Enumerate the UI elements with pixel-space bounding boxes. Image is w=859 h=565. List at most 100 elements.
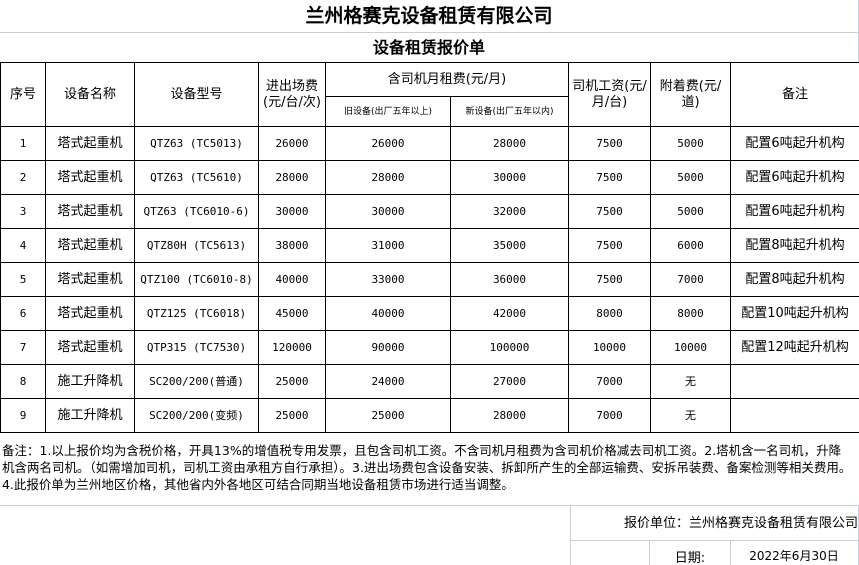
cell-attach-fee: 5000	[650, 160, 731, 195]
cell-seq: 5	[0, 262, 46, 297]
cell-seq: 9	[0, 398, 46, 433]
cell-name: 塔式起重机	[45, 330, 135, 365]
cell-attach-fee: 6000	[650, 228, 731, 263]
cell-new-rent: 32000	[450, 194, 569, 229]
cell-entry-fee: 26000	[258, 126, 326, 161]
cell-name: 塔式起重机	[45, 262, 135, 297]
cell-driver-wage: 7000	[568, 398, 651, 433]
cell-new-rent: 35000	[450, 228, 569, 263]
cell-entry-fee: 38000	[258, 228, 326, 263]
table-row: 4 塔式起重机 QTZ80H (TC5613) 38000 31000 35000 7500…	[0, 228, 859, 263]
table-row: 7 塔式起重机 QTP315 (TC7530) 120000 90000 100000 10…	[0, 330, 859, 365]
cell-remark: 配置10吨起升机构	[730, 296, 859, 331]
cell-model: QTZ63 (TC5610)	[134, 160, 259, 195]
cell-model: QTZ63 (TC5013)	[134, 126, 259, 161]
header-entry-fee: 进出场费(元/台/次)	[258, 62, 326, 127]
cell-new-rent: 30000	[450, 160, 569, 195]
quote-date: 2022年6月30日	[749, 549, 839, 563]
divider	[570, 540, 859, 541]
cell-attach-fee: 无	[650, 398, 731, 433]
cell-remark: 配置6吨起升机构	[730, 194, 859, 229]
cell-seq: 8	[0, 364, 46, 399]
cell-new-rent: 42000	[450, 296, 569, 331]
cell-name: 塔式起重机	[45, 194, 135, 229]
cell-old-rent: 40000	[325, 296, 451, 331]
cell-seq: 4	[0, 228, 46, 263]
cell-seq: 3	[0, 194, 46, 229]
cell-entry-fee: 45000	[258, 296, 326, 331]
cell-entry-fee: 25000	[258, 398, 326, 433]
cell-driver-wage: 7000	[568, 364, 651, 399]
cell-entry-fee: 30000	[258, 194, 326, 229]
cell-old-rent: 30000	[325, 194, 451, 229]
document-title: 设备租赁报价单	[0, 33, 859, 62]
cell-new-rent: 36000	[450, 262, 569, 297]
cell-seq: 6	[0, 296, 46, 331]
cell-remark: 配置12吨起升机构	[730, 330, 859, 365]
cell-model: QTZ125 (TC6018)	[134, 296, 259, 331]
cell-attach-fee: 5000	[650, 194, 731, 229]
cell-model: SC200/200(变频)	[134, 398, 259, 433]
table-row: 8 施工升降机 SC200/200(普通) 25000 24000 27000 7000 无	[0, 364, 859, 399]
quote-unit: 报价单位：兰州格赛克设备租赁有限公司	[623, 516, 858, 531]
header-old-equipment: 旧设备(出厂五年以上)	[325, 96, 451, 127]
cell-old-rent: 31000	[325, 228, 451, 263]
cell-entry-fee: 25000	[258, 364, 326, 399]
table-row: 1 塔式起重机 QTZ63 (TC5013) 26000 26000 28000 7500 5…	[0, 126, 859, 161]
cell-driver-wage: 7500	[568, 160, 651, 195]
cell-old-rent: 28000	[325, 160, 451, 195]
cell-name: 施工升降机	[45, 364, 135, 399]
cell-seq: 1	[0, 126, 46, 161]
cell-model: QTZ100 (TC6010-8)	[134, 262, 259, 297]
cell-driver-wage: 8000	[568, 296, 651, 331]
divider	[730, 540, 731, 565]
cell-new-rent: 28000	[450, 126, 569, 161]
cell-remark: 配置8吨起升机构	[730, 228, 859, 263]
cell-model: QTZ63 (TC6010-6)	[134, 194, 259, 229]
header-seq: 序号	[0, 62, 46, 127]
table-row: 5 塔式起重机 QTZ100 (TC6010-8) 40000 33000 36000 75…	[0, 262, 859, 297]
table-row: 9 施工升降机 SC200/200(变频) 25000 25000 28000 7000 无	[0, 398, 859, 433]
cell-remark	[730, 398, 859, 433]
cell-name: 施工升降机	[45, 398, 135, 433]
cell-name: 塔式起重机	[45, 160, 135, 195]
header-name: 设备名称	[45, 62, 135, 127]
cell-remark	[730, 364, 859, 399]
cell-attach-fee: 5000	[650, 126, 731, 161]
cell-name: 塔式起重机	[45, 126, 135, 161]
quote-table: 序号 设备名称 设备型号 进出场费(元/台/次) 含司机月租费(元/月) 司机工…	[0, 62, 859, 433]
cell-entry-fee: 40000	[258, 262, 326, 297]
table-row: 3 塔式起重机 QTZ63 (TC6010-6) 30000 30000 32000 750…	[0, 194, 859, 229]
divider	[0, 505, 859, 506]
company-title: 兰州格赛克设备租赁有限公司	[0, 0, 859, 33]
cell-driver-wage: 7500	[568, 228, 651, 263]
cell-old-rent: 25000	[325, 398, 451, 433]
cell-old-rent: 33000	[325, 262, 451, 297]
header-model: 设备型号	[134, 62, 259, 127]
cell-new-rent: 27000	[450, 364, 569, 399]
remarks-note: 备注：1.以上报价均为含税价格，开具13%的增值税专用发票，且包含司机工资。不含…	[2, 443, 852, 492]
cell-seq: 7	[0, 330, 46, 365]
header-monthly-rent: 含司机月租费(元/月)	[325, 62, 569, 97]
cell-attach-fee: 7000	[650, 262, 731, 297]
cell-attach-fee: 无	[650, 364, 731, 399]
cell-seq: 2	[0, 160, 46, 195]
cell-old-rent: 24000	[325, 364, 451, 399]
cell-entry-fee: 28000	[258, 160, 326, 195]
date-label: 日期:	[674, 551, 706, 565]
cell-driver-wage: 7500	[568, 126, 651, 161]
cell-model: QTZ80H (TC5613)	[134, 228, 259, 263]
header-driver-wage: 司机工资(元/月/台)	[568, 62, 651, 127]
cell-attach-fee: 10000	[650, 330, 731, 365]
header-remark: 备注	[730, 62, 859, 127]
cell-name: 塔式起重机	[45, 296, 135, 331]
header-attach-fee: 附着费(元/道)	[650, 62, 731, 127]
cell-driver-wage: 10000	[568, 330, 651, 365]
cell-old-rent: 26000	[325, 126, 451, 161]
divider	[570, 505, 571, 565]
cell-name: 塔式起重机	[45, 228, 135, 263]
cell-new-rent: 100000	[450, 330, 569, 365]
cell-remark: 配置6吨起升机构	[730, 160, 859, 195]
cell-model: QTP315 (TC7530)	[134, 330, 259, 365]
